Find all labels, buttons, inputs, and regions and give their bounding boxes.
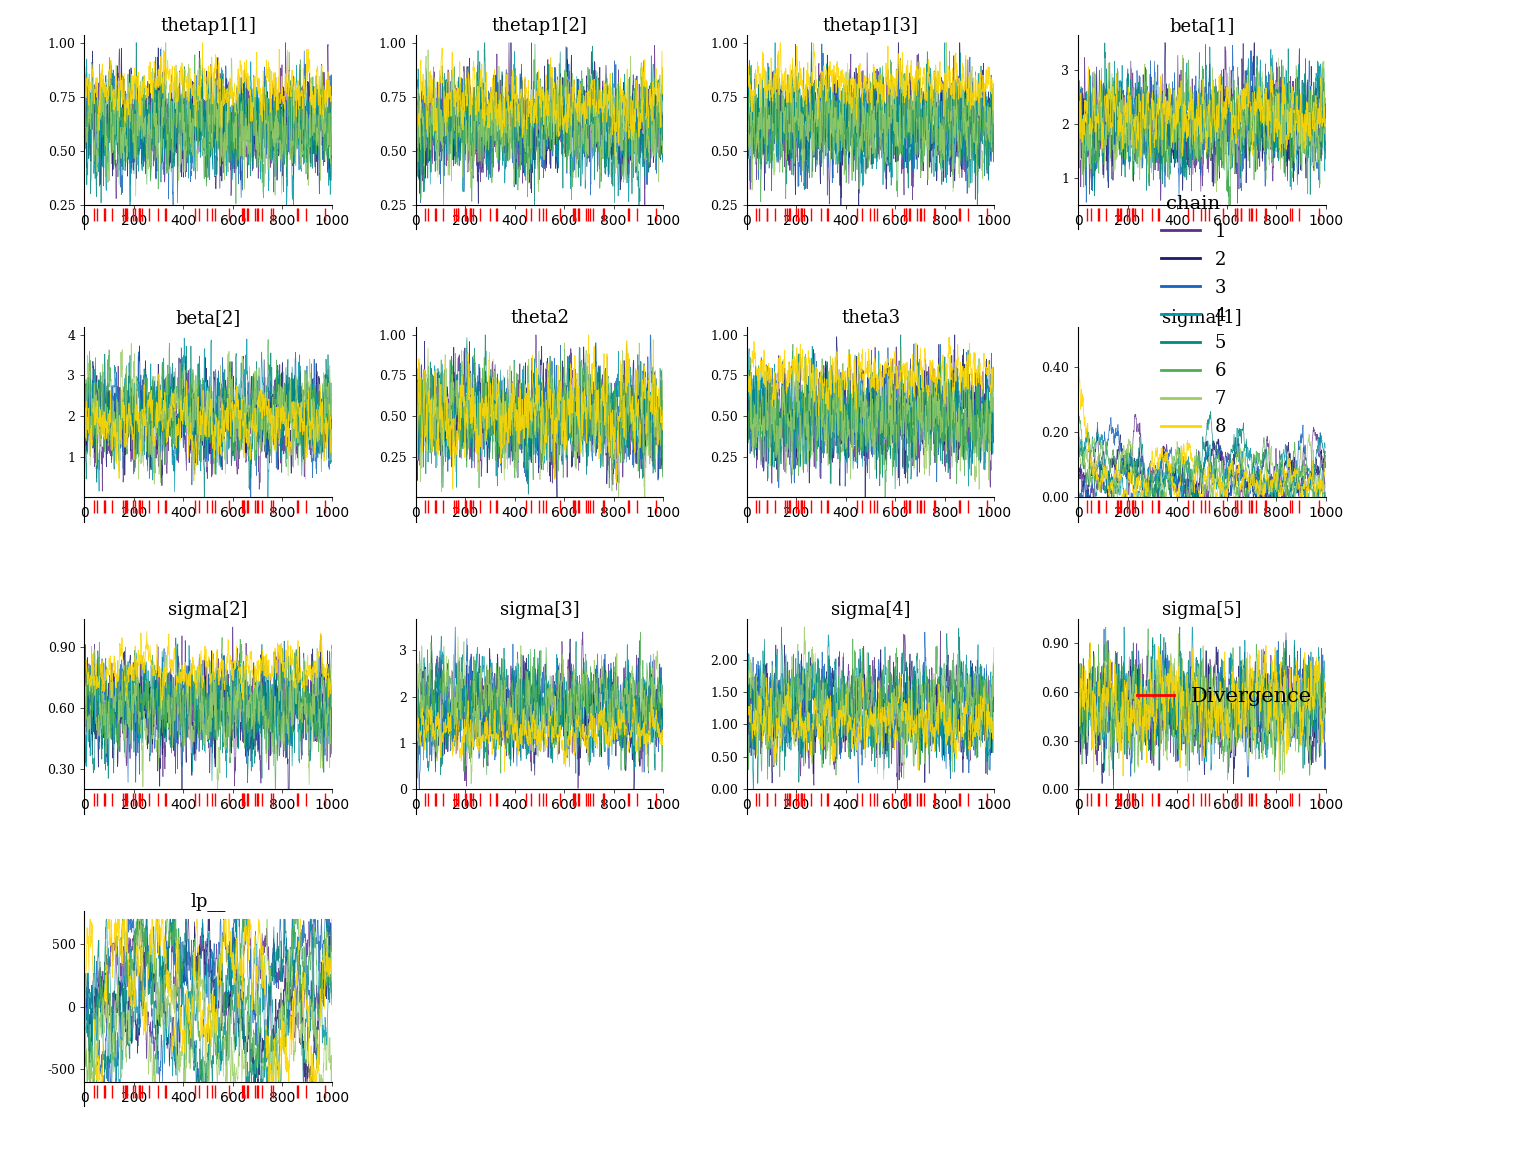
Title: sigma[3]: sigma[3]: [499, 601, 579, 619]
Title: sigma[5]: sigma[5]: [1163, 601, 1241, 619]
Title: beta[2]: beta[2]: [175, 309, 241, 327]
Title: thetap1[2]: thetap1[2]: [492, 16, 587, 35]
Title: thetap1[1]: thetap1[1]: [160, 16, 257, 35]
Title: sigma[1]: sigma[1]: [1163, 309, 1241, 327]
Legend: Divergence: Divergence: [1129, 679, 1321, 714]
Title: lp__: lp__: [190, 892, 226, 911]
Title: beta[1]: beta[1]: [1169, 16, 1235, 35]
Title: thetap1[3]: thetap1[3]: [823, 16, 919, 35]
Title: theta3: theta3: [842, 309, 900, 327]
Title: sigma[2]: sigma[2]: [169, 601, 247, 619]
Legend: 1, 2, 3, 4, 5, 6, 7, 8: 1, 2, 3, 4, 5, 6, 7, 8: [1154, 188, 1233, 444]
Title: theta2: theta2: [510, 309, 568, 327]
Title: sigma[4]: sigma[4]: [831, 601, 911, 619]
